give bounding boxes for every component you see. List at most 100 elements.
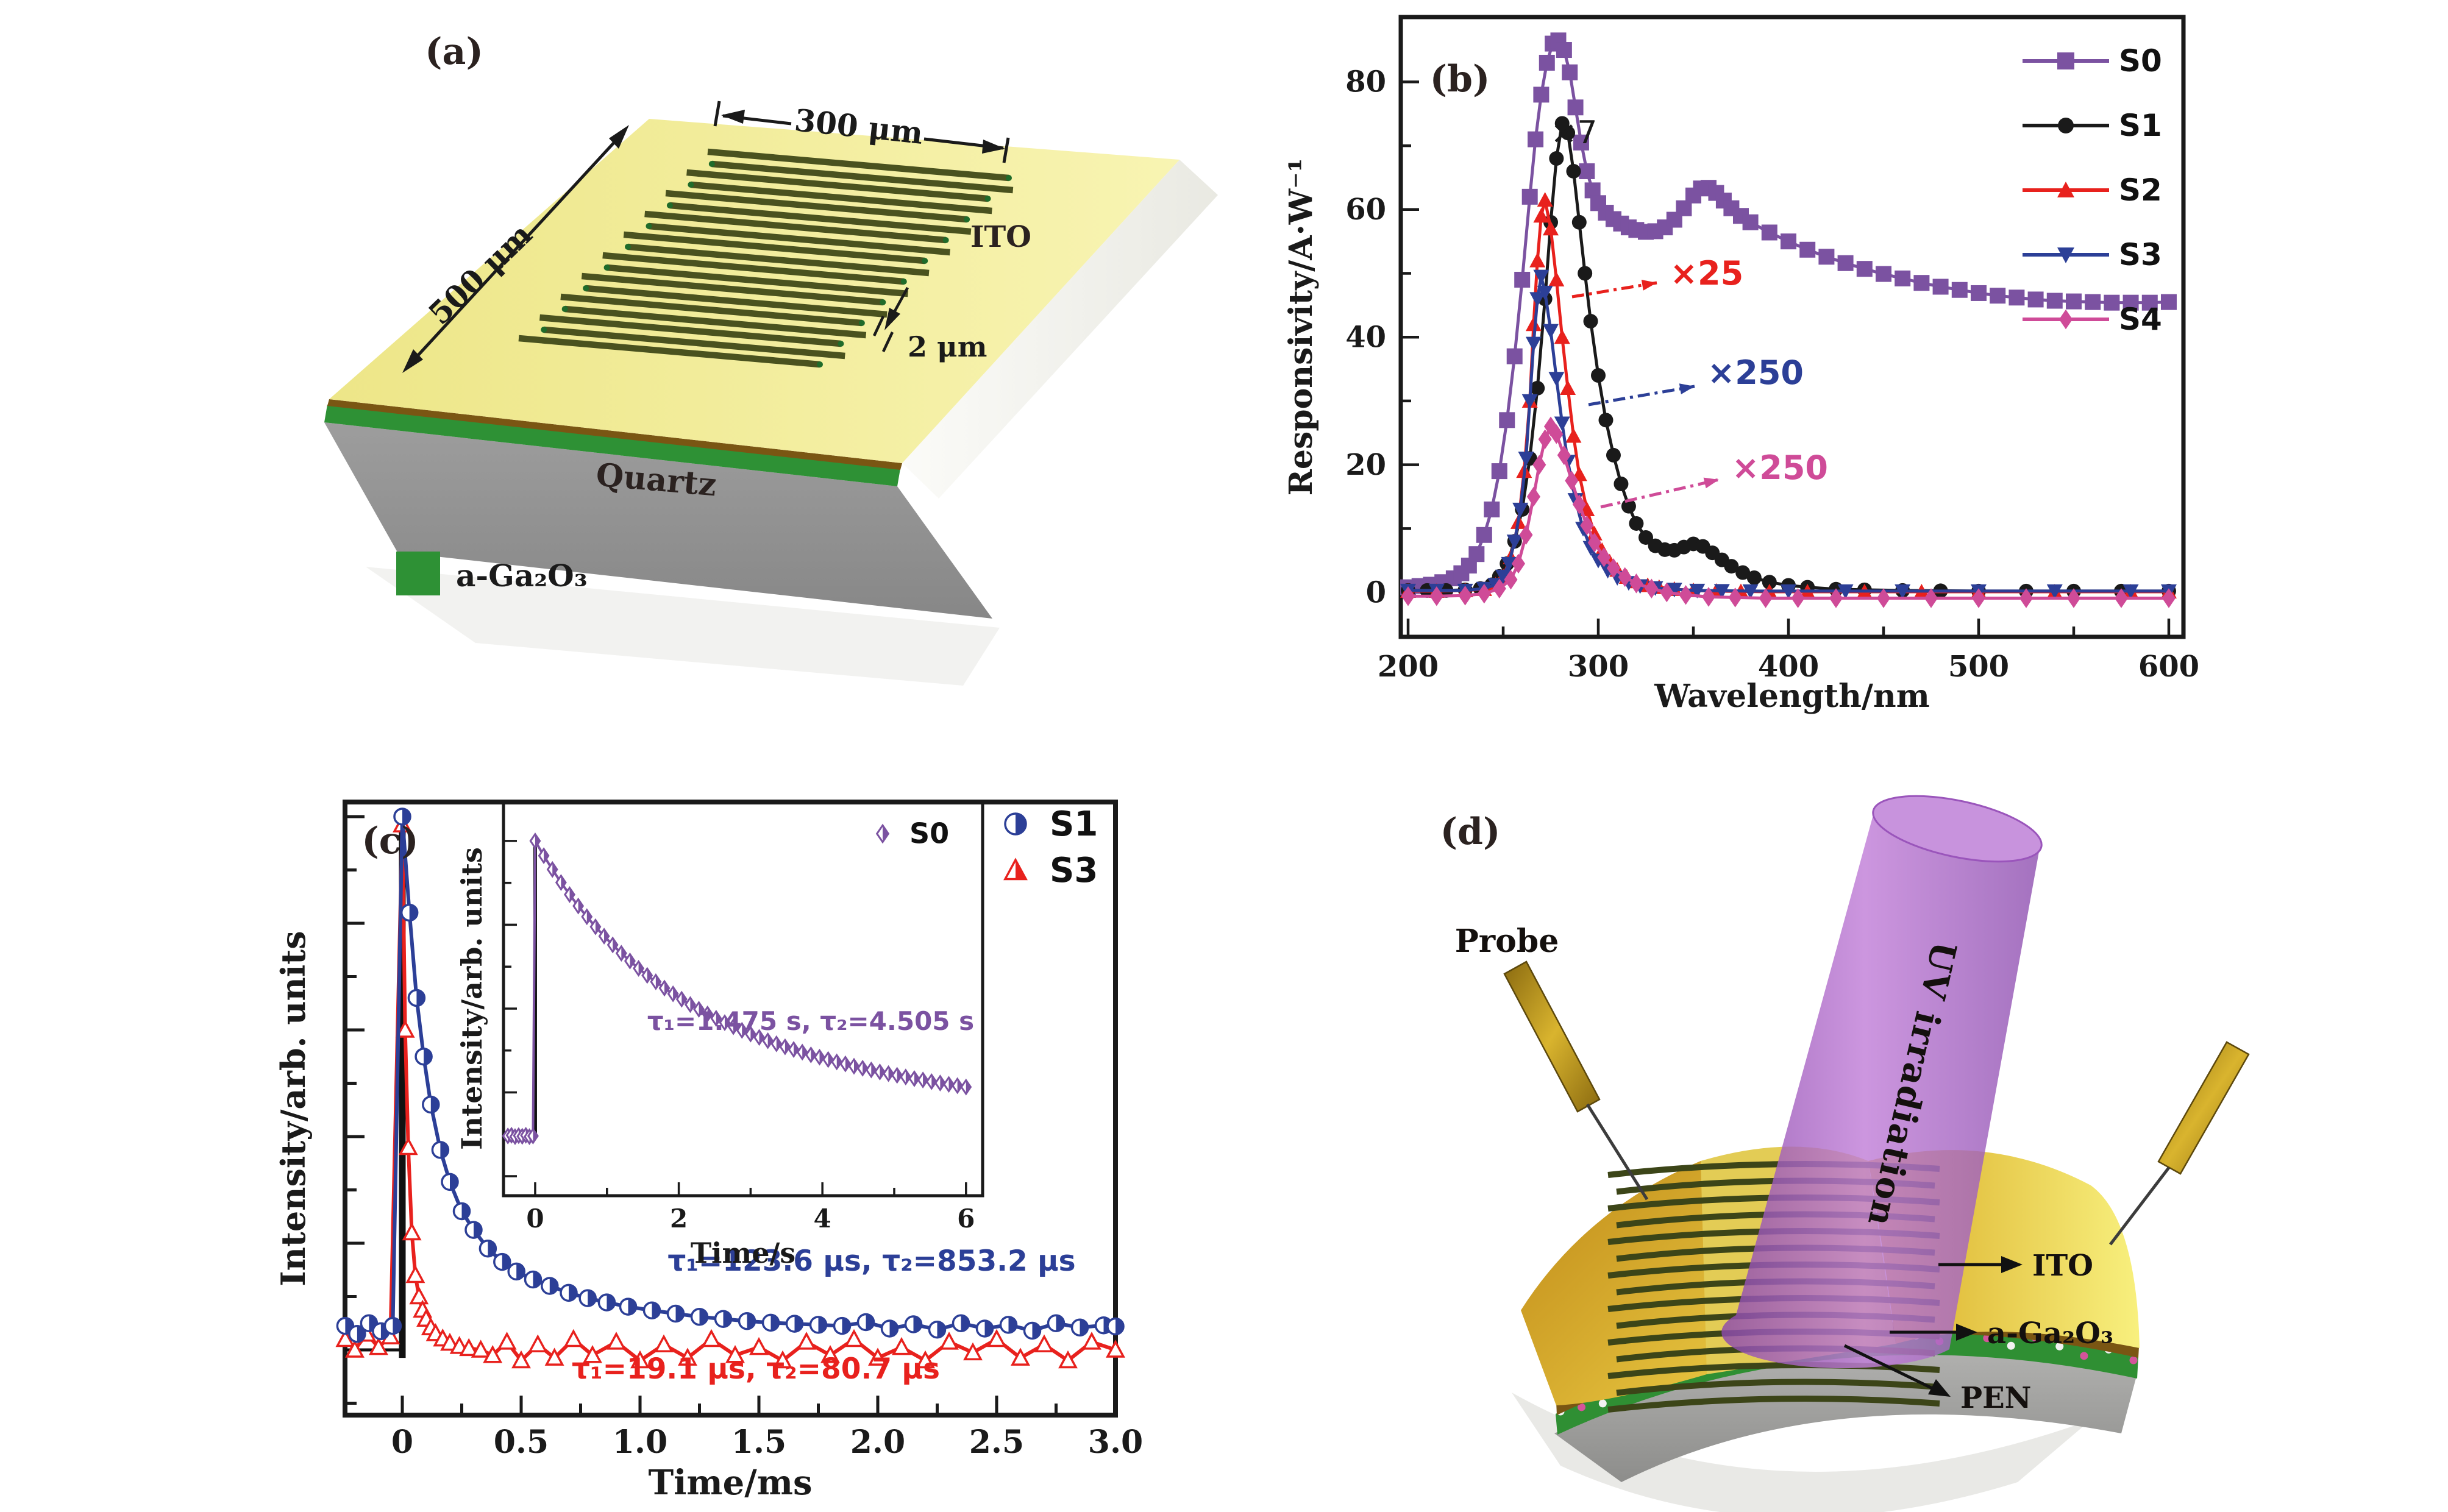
marker — [628, 1299, 636, 1315]
x-tick-label: 600 — [2138, 650, 2199, 684]
dimension-500um — [402, 125, 629, 373]
marker — [621, 946, 626, 960]
marker — [1932, 279, 1949, 295]
y-tick-label: 60 — [1345, 193, 1386, 227]
marker — [767, 1034, 773, 1048]
marker — [1477, 583, 1491, 604]
marker — [1562, 64, 1578, 80]
finger-tip — [583, 285, 589, 291]
marker — [483, 1345, 503, 1363]
annotation-text: ×7 — [1551, 115, 1598, 151]
marker — [1468, 546, 1485, 563]
marker — [1614, 477, 1629, 492]
marker — [1528, 131, 1544, 147]
marker — [1618, 567, 1632, 587]
marker — [776, 1037, 781, 1051]
marker — [1567, 99, 1584, 116]
marker — [1519, 525, 1533, 545]
marker — [699, 1002, 704, 1017]
marker — [1458, 586, 1472, 606]
panel-c-inset-chart: 0 2 4 6 Time/s Intensity/arb. units τ₁=1.475 s… — [455, 800, 984, 1269]
marker — [725, 1345, 745, 1363]
marker — [1598, 413, 1614, 428]
x-tick-label: 500 — [1948, 650, 2009, 684]
y-tick-label: 80 — [1345, 65, 1386, 99]
marker — [794, 1316, 803, 1332]
x-tick-label: 1.0 — [613, 1424, 667, 1461]
marker — [1115, 1318, 1124, 1335]
marker — [369, 1336, 388, 1355]
marker — [1525, 336, 1542, 352]
finger-tip — [1006, 175, 1012, 181]
marker — [1080, 1319, 1088, 1336]
series-S1 — [336, 807, 1125, 1343]
ito-label: ITO — [2032, 1249, 2093, 1283]
marker — [1532, 455, 1546, 475]
probe-label: Probe — [1455, 923, 1559, 960]
marker — [533, 1271, 541, 1288]
annotation-text: ×25 — [1670, 254, 1743, 293]
marker — [948, 1077, 954, 1091]
x-tick-label: 200 — [1378, 650, 1439, 684]
marker — [1735, 565, 1751, 580]
marker — [2066, 588, 2081, 608]
marker — [2114, 588, 2129, 608]
marker — [923, 1073, 928, 1087]
marker — [1016, 860, 1026, 879]
marker — [1565, 470, 1579, 491]
marker — [939, 1332, 959, 1350]
marker — [871, 1063, 876, 1077]
marker — [1495, 569, 1512, 584]
marker — [1597, 547, 1611, 567]
marker — [535, 834, 540, 848]
marker — [1572, 494, 1586, 514]
finger-tip — [900, 279, 907, 285]
marker — [1554, 416, 1570, 431]
slab-right-face — [902, 160, 1218, 499]
marker — [488, 1240, 496, 1257]
dimension-2um — [872, 286, 909, 352]
marker — [1512, 502, 1529, 517]
marker — [569, 887, 575, 902]
marker — [1761, 224, 1777, 241]
marker — [1780, 584, 1796, 599]
marker — [1533, 269, 1550, 285]
marker — [647, 968, 652, 982]
marker — [794, 1042, 799, 1057]
y-tick-label: 40 — [1345, 321, 1386, 355]
marker — [987, 1329, 1006, 1347]
arrow-head — [1641, 280, 1657, 291]
pen-label: PEN — [1960, 1381, 2032, 1415]
marker — [664, 981, 669, 995]
marker — [1106, 1340, 1125, 1358]
marker — [1639, 530, 1654, 545]
marker — [1543, 221, 1559, 236]
electrode-finger — [602, 252, 905, 285]
marker — [1526, 486, 1540, 507]
legend-label: S2 — [2119, 172, 2162, 208]
marker — [1521, 188, 1538, 205]
electrode-finger — [543, 326, 845, 360]
marker — [583, 1345, 602, 1363]
marker — [652, 1302, 660, 1319]
marker — [773, 1350, 792, 1369]
legend: S0 — [875, 817, 949, 850]
marker — [913, 1316, 922, 1332]
legend-label: S0 — [909, 817, 949, 850]
marker — [716, 1011, 721, 1026]
marker — [1518, 452, 1534, 467]
marker — [1566, 163, 1581, 179]
marker — [409, 904, 418, 921]
marker — [845, 1057, 850, 1071]
marker — [797, 1332, 816, 1350]
marker — [820, 1345, 840, 1363]
interdigitated-electrodes — [518, 148, 1014, 368]
marker — [1034, 1334, 1054, 1353]
marker — [588, 1290, 596, 1307]
marker — [1511, 553, 1526, 574]
marker — [1491, 463, 1507, 480]
marker — [1543, 324, 1559, 339]
marker — [749, 1336, 769, 1355]
